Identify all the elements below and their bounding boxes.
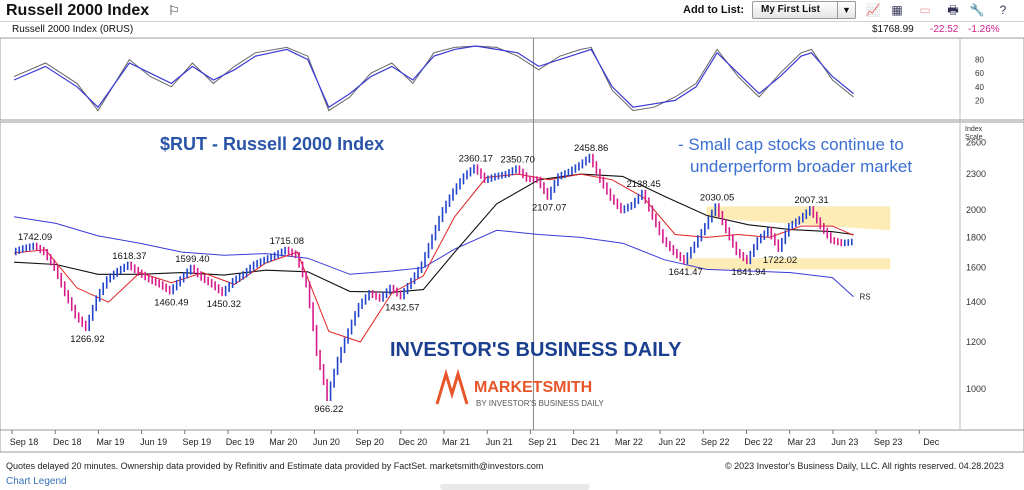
x-tick-label: Jun 21 (486, 437, 513, 447)
quote-price: $1768.99 (872, 24, 914, 35)
osc-tick-label: 40 (975, 83, 984, 92)
x-tick-label: Mar 22 (615, 437, 643, 447)
rs-line (13, 216, 854, 298)
osc-tick-label: 20 (975, 96, 984, 105)
x-tick-label: Dec 21 (571, 437, 600, 447)
x-tick-label: Sep 20 (355, 437, 384, 447)
marketsmith-logo: MARKETSMITH BY INVESTOR'S BUSINESS DAILY (435, 368, 604, 408)
price-data-label: 2350.70 (501, 154, 535, 165)
price-data-label: 966.22 (314, 404, 343, 415)
x-tick-label: Sep 23 (874, 437, 903, 447)
price-data-label: 1266.92 (70, 334, 104, 345)
price-data-label: 1432.57 (385, 302, 419, 313)
x-tick-label: Jun 23 (831, 437, 858, 447)
list-select-value: My First List (761, 4, 820, 15)
chart-title: $RUT - Russell 2000 Index (160, 134, 384, 154)
price-data-label: 2030.05 (700, 192, 734, 203)
ibd-logo: INVESTOR'S BUSINESS DAILY (390, 339, 682, 361)
table-icon[interactable]: ▦ (891, 3, 903, 17)
x-tick-label: Dec 20 (399, 437, 428, 447)
price-data-label: 2107.07 (532, 203, 566, 214)
x-tick-label: Mar 23 (788, 437, 816, 447)
quote-change: -22.52 (930, 24, 959, 35)
ma-short-line (13, 173, 854, 343)
tools-icon[interactable]: 🔧 (969, 3, 985, 17)
price-data-label: 2138.45 (626, 179, 660, 190)
rs-label: RS (860, 293, 871, 302)
oscillator-fast-line (13, 45, 854, 109)
x-tick-label: Dec (923, 437, 940, 447)
price-data-label: 1715.08 (270, 236, 304, 247)
resistance-band (685, 258, 891, 270)
x-tick-label: Sep 21 (528, 437, 557, 447)
osc-tick-label: 80 (975, 56, 984, 65)
y-tick-label: 1000 (966, 384, 986, 394)
x-tick-label: Jun 19 (140, 437, 167, 447)
y-tick-label: 1600 (966, 263, 986, 273)
price-data-label: 1641.94 (731, 267, 765, 278)
x-tick-label: Jun 20 (313, 437, 340, 447)
oscillator-panel (0, 38, 1024, 121)
price-data-label: 2007.31 (794, 195, 828, 206)
x-tick-label: Sep 22 (701, 437, 730, 447)
price-data-label: 1618.37 (112, 251, 146, 262)
footer-copyright: © 2023 Investor's Business Daily, LLC. A… (725, 461, 1004, 471)
price-data-label: 1599.40 (175, 254, 209, 265)
x-tick-label: Mar 21 (442, 437, 470, 447)
y-tick-label: 1800 (966, 232, 986, 242)
x-axis-panel (0, 429, 1024, 453)
marketsmith-logo-text: MARKETSMITH (474, 379, 592, 396)
disabled-chart-icon: ▭ (919, 3, 931, 17)
marketsmith-sub: BY INVESTOR'S BUSINESS DAILY (476, 399, 604, 408)
price-data-label: 1742.09 (18, 232, 52, 243)
index-scale-label-2: Scale (965, 134, 983, 141)
quote-bar: Russell 2000 Index (0RUS) $1768.99 -22.5… (0, 22, 1024, 38)
y-tick-label: 2300 (966, 169, 986, 179)
y-tick-label: 1400 (966, 297, 986, 307)
x-tick-label: Mar 20 (269, 437, 297, 447)
price-data-label: 1641.47 (668, 267, 702, 278)
quote-name: Russell 2000 Index (0RUS) (12, 24, 134, 35)
resistance-band (706, 206, 891, 231)
index-scale-label-1: Index (965, 126, 983, 133)
note-line-2: underperform broader market (690, 157, 912, 176)
x-tick-label: Sep 19 (183, 437, 212, 447)
horizontal-scrollbar[interactable] (440, 484, 590, 490)
toolbar: Russell 2000 Index ⚐ Add to List: My Fir… (0, 0, 1024, 22)
ma-long-line (13, 173, 854, 293)
list-select[interactable]: My First List ▼ (752, 1, 856, 19)
x-tick-label: Dec 18 (53, 437, 82, 447)
page-title: Russell 2000 Index (6, 2, 150, 19)
flag-icon[interactable]: ⚐ (168, 3, 180, 18)
x-tick-label: Dec 22 (744, 437, 773, 447)
y-tick-label: 2000 (966, 205, 986, 215)
note-line-1: - Small cap stocks continue to (678, 135, 904, 154)
x-tick-label: Dec 19 (226, 437, 255, 447)
price-data-label: 2360.17 (459, 153, 493, 164)
footer-disclaimer: Quotes delayed 20 minutes. Ownership dat… (6, 461, 544, 471)
chart-legend-link[interactable]: Chart Legend (6, 476, 67, 487)
marketsmith-mark-icon (435, 368, 469, 405)
price-data-label: 1722.02 (763, 255, 797, 266)
price-data-label: 1460.49 (154, 297, 188, 308)
line-chart-icon[interactable]: 📈 (865, 3, 881, 17)
quote-change-pct: -1.26% (968, 24, 1000, 35)
x-tick-label: Sep 18 (10, 437, 39, 447)
price-data-label: 2458.86 (574, 143, 608, 154)
print-icon[interactable]: 🖶 (947, 3, 959, 17)
y-tick-label: 2600 (966, 137, 986, 147)
y-tick-label: 1200 (966, 337, 986, 347)
x-tick-label: Jun 22 (659, 437, 686, 447)
help-icon[interactable]: ? (999, 3, 1007, 17)
osc-tick-label: 60 (975, 69, 984, 78)
price-data-label: 1450.32 (207, 299, 241, 310)
add-to-list-label: Add to List: (683, 4, 745, 16)
chevron-down-icon[interactable]: ▼ (837, 2, 855, 18)
x-tick-label: Mar 19 (96, 437, 124, 447)
